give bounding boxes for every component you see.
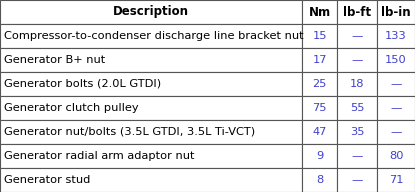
Text: Generator stud: Generator stud — [4, 175, 90, 185]
Bar — [337, 120, 377, 144]
Bar — [337, 96, 377, 120]
Text: 35: 35 — [350, 127, 364, 137]
Bar — [0, 72, 302, 96]
Bar — [377, 120, 415, 144]
Bar — [302, 144, 337, 168]
Bar — [337, 144, 377, 168]
Bar — [302, 120, 337, 144]
Text: —: — — [352, 55, 363, 65]
Text: —: — — [391, 79, 402, 89]
Bar — [337, 72, 377, 96]
Text: lb-in: lb-in — [381, 6, 411, 18]
Text: Generator radial arm adaptor nut: Generator radial arm adaptor nut — [4, 151, 195, 161]
Text: lb-ft: lb-ft — [343, 6, 371, 18]
Text: 8: 8 — [316, 175, 323, 185]
Text: 18: 18 — [350, 79, 364, 89]
Bar — [377, 72, 415, 96]
Text: —: — — [352, 175, 363, 185]
Text: 150: 150 — [385, 55, 407, 65]
Text: Generator clutch pulley: Generator clutch pulley — [4, 103, 139, 113]
Text: 15: 15 — [312, 31, 327, 41]
Bar — [0, 0, 302, 24]
Bar — [0, 48, 302, 72]
Text: —: — — [352, 151, 363, 161]
Text: 80: 80 — [389, 151, 403, 161]
Bar — [302, 72, 337, 96]
Bar — [302, 96, 337, 120]
Bar — [0, 24, 302, 48]
Bar — [337, 0, 377, 24]
Text: Generator nut/bolts (3.5L GTDI, 3.5L Ti-VCT): Generator nut/bolts (3.5L GTDI, 3.5L Ti-… — [4, 127, 255, 137]
Text: Generator bolts (2.0L GTDI): Generator bolts (2.0L GTDI) — [4, 79, 161, 89]
Bar — [0, 120, 302, 144]
Text: 75: 75 — [312, 103, 327, 113]
Bar — [337, 24, 377, 48]
Text: 47: 47 — [312, 127, 327, 137]
Bar — [302, 48, 337, 72]
Bar — [302, 168, 337, 192]
Text: —: — — [391, 127, 402, 137]
Bar — [0, 168, 302, 192]
Text: 17: 17 — [312, 55, 327, 65]
Text: Description: Description — [113, 6, 189, 18]
Text: —: — — [352, 31, 363, 41]
Text: 71: 71 — [389, 175, 403, 185]
Bar — [377, 144, 415, 168]
Bar — [377, 48, 415, 72]
Bar — [0, 96, 302, 120]
Bar — [377, 24, 415, 48]
Bar — [377, 168, 415, 192]
Text: —: — — [391, 103, 402, 113]
Text: Nm: Nm — [308, 6, 331, 18]
Bar — [0, 144, 302, 168]
Bar — [302, 0, 337, 24]
Text: 133: 133 — [385, 31, 407, 41]
Text: Compressor-to-condenser discharge line bracket nut: Compressor-to-condenser discharge line b… — [4, 31, 304, 41]
Text: 55: 55 — [350, 103, 364, 113]
Text: 25: 25 — [312, 79, 327, 89]
Bar — [377, 0, 415, 24]
Bar — [302, 24, 337, 48]
Bar — [337, 168, 377, 192]
Text: Generator B+ nut: Generator B+ nut — [4, 55, 105, 65]
Bar — [337, 48, 377, 72]
Bar — [377, 96, 415, 120]
Text: 9: 9 — [316, 151, 323, 161]
